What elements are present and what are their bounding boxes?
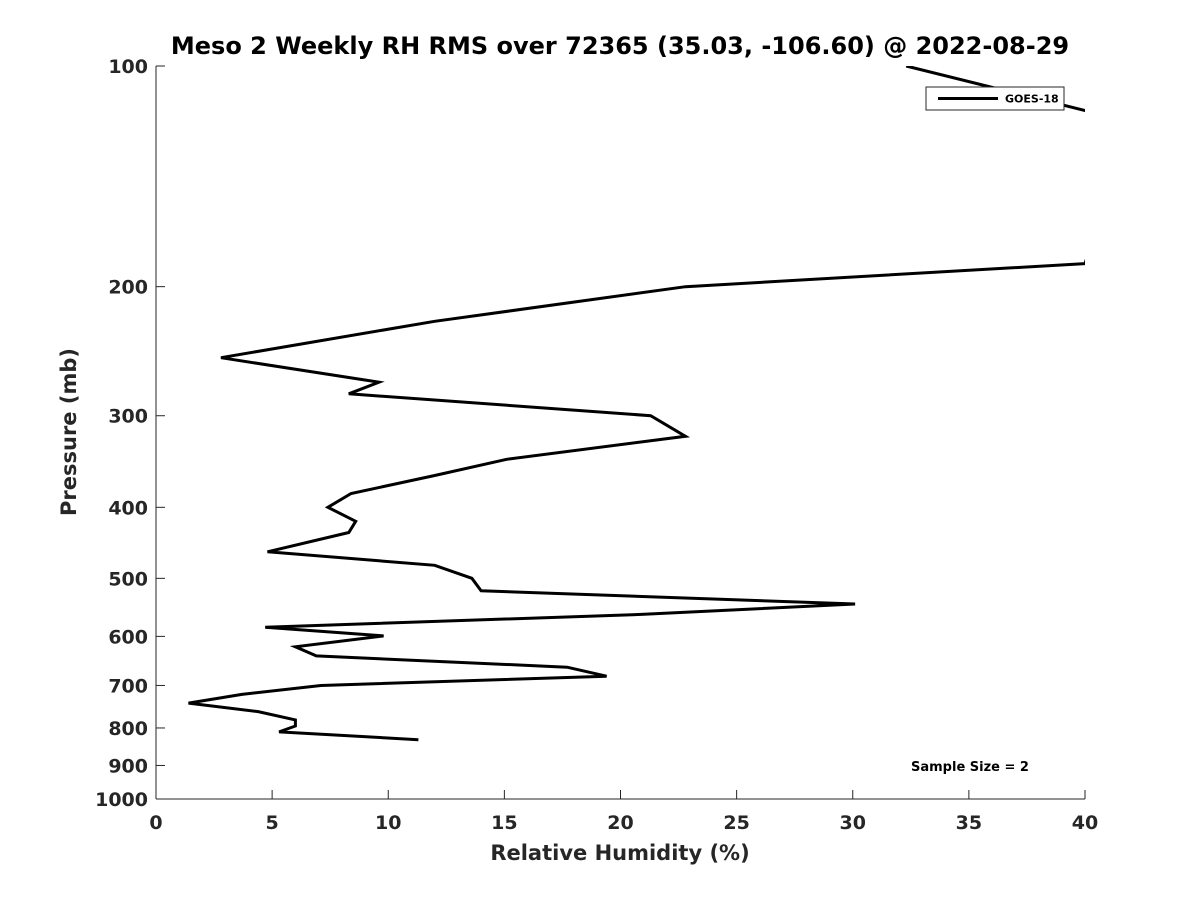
series-layer [188,66,1085,742]
y-tick-label: 500 [108,568,148,590]
y-tick-label: 200 [108,277,148,299]
chart-title: Meso 2 Weekly RH RMS over 72365 (35.03, … [171,32,1069,60]
y-axis-label: Pressure (mb) [57,348,81,516]
x-tick-label: 10 [375,812,401,834]
y-tick-label: 1000 [95,789,148,811]
x-axis-ticks: 0 5 10 15 20 25 30 35 40 [149,790,1098,834]
x-tick-label: 40 [1072,812,1098,834]
x-tick-label: 25 [723,812,749,834]
legend: GOES-18 [925,86,1065,111]
x-tick-label: 35 [956,812,982,834]
sample-size-annotation: Sample Size = 2 [911,760,1029,775]
legend-entry-label: GOES-18 [1005,93,1059,106]
x-tick-label: 0 [149,812,162,834]
x-axis-label: Relative Humidity (%) [490,841,749,865]
y-tick-label: 300 [108,406,148,428]
y-tick-label: 600 [108,626,148,648]
series-line-goes-18 [188,66,1085,742]
x-tick-label: 15 [491,812,517,834]
y-tick-label: 700 [108,675,148,697]
y-axis-ticks: 100 200 300 400 500 600 700 800 900 1000 [95,56,165,811]
y-tick-label: 900 [108,755,148,777]
y-tick-label: 800 [108,718,148,740]
y-tick-label: 100 [108,56,148,78]
x-tick-label: 5 [266,812,279,834]
x-tick-label: 20 [607,812,633,834]
x-tick-label: 30 [840,812,866,834]
y-tick-label: 400 [108,497,148,519]
